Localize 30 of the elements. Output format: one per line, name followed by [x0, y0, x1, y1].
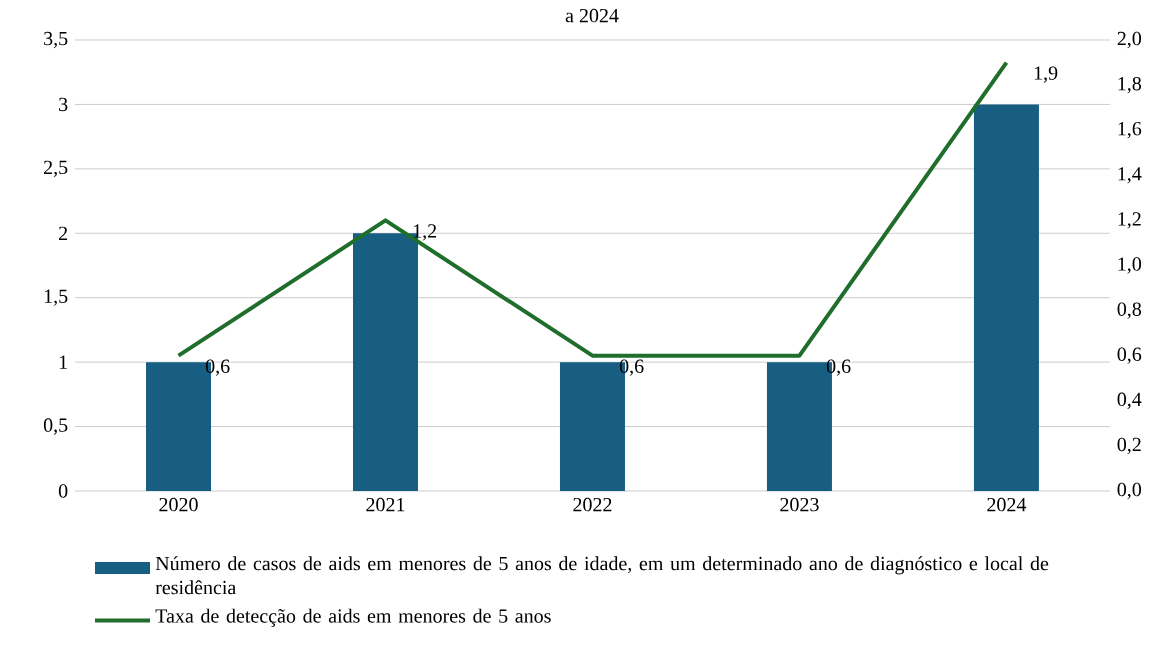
y2-tick-label: 0,4 — [1117, 392, 1142, 409]
y-tick-label: 1,5 — [44, 289, 68, 306]
y2-tick-label: 1,6 — [1118, 122, 1142, 139]
x-tick-label: 2020 — [159, 497, 198, 512]
y-tick-label: 2 — [59, 226, 68, 240]
data-label: 1,2 — [413, 224, 437, 241]
data-label: 1,9 — [1034, 66, 1058, 83]
legend-label: Número de casos de aids em menores de 5 anos de idade, em um determinado ano de diagnóstico e local de residência — [155, 556, 1049, 595]
y2-tick-label: 1,4 — [1118, 167, 1142, 184]
y2-tick-label: 0,6 — [1117, 347, 1142, 364]
y-tick-label: 3,5 — [44, 31, 68, 49]
y2-tick-label: 1,8 — [1118, 76, 1142, 94]
x-tick-label: 2023 — [780, 497, 819, 512]
y2-tick-label: 0,0 — [1117, 482, 1142, 500]
y2-tick-label: 0,2 — [1117, 437, 1141, 455]
y-tick-label: 1 — [59, 355, 67, 369]
y-tick-label: 0,5 — [43, 418, 68, 435]
y2-tick-label: 0,8 — [1117, 302, 1142, 319]
y-tick-label: 3 — [59, 97, 68, 112]
chart-title: a 2024 — [565, 8, 619, 23]
x-tick-label: 2024 — [987, 497, 1027, 512]
y-tick-label: 0 — [58, 484, 68, 498]
legend-label: Taxa de detecção de aids em menores de 5 anos — [155, 608, 551, 627]
bar — [973, 104, 1039, 491]
y2-tick-label: 1,2 — [1118, 212, 1141, 229]
y-tick-label: 2,5 — [44, 160, 68, 178]
x-tick-label: 2022 — [573, 497, 612, 512]
y2-tick-label: 1,0 — [1118, 257, 1142, 274]
y2-tick-label: 2,0 — [1117, 31, 1142, 49]
x-tick-label: 2021 — [366, 497, 405, 512]
